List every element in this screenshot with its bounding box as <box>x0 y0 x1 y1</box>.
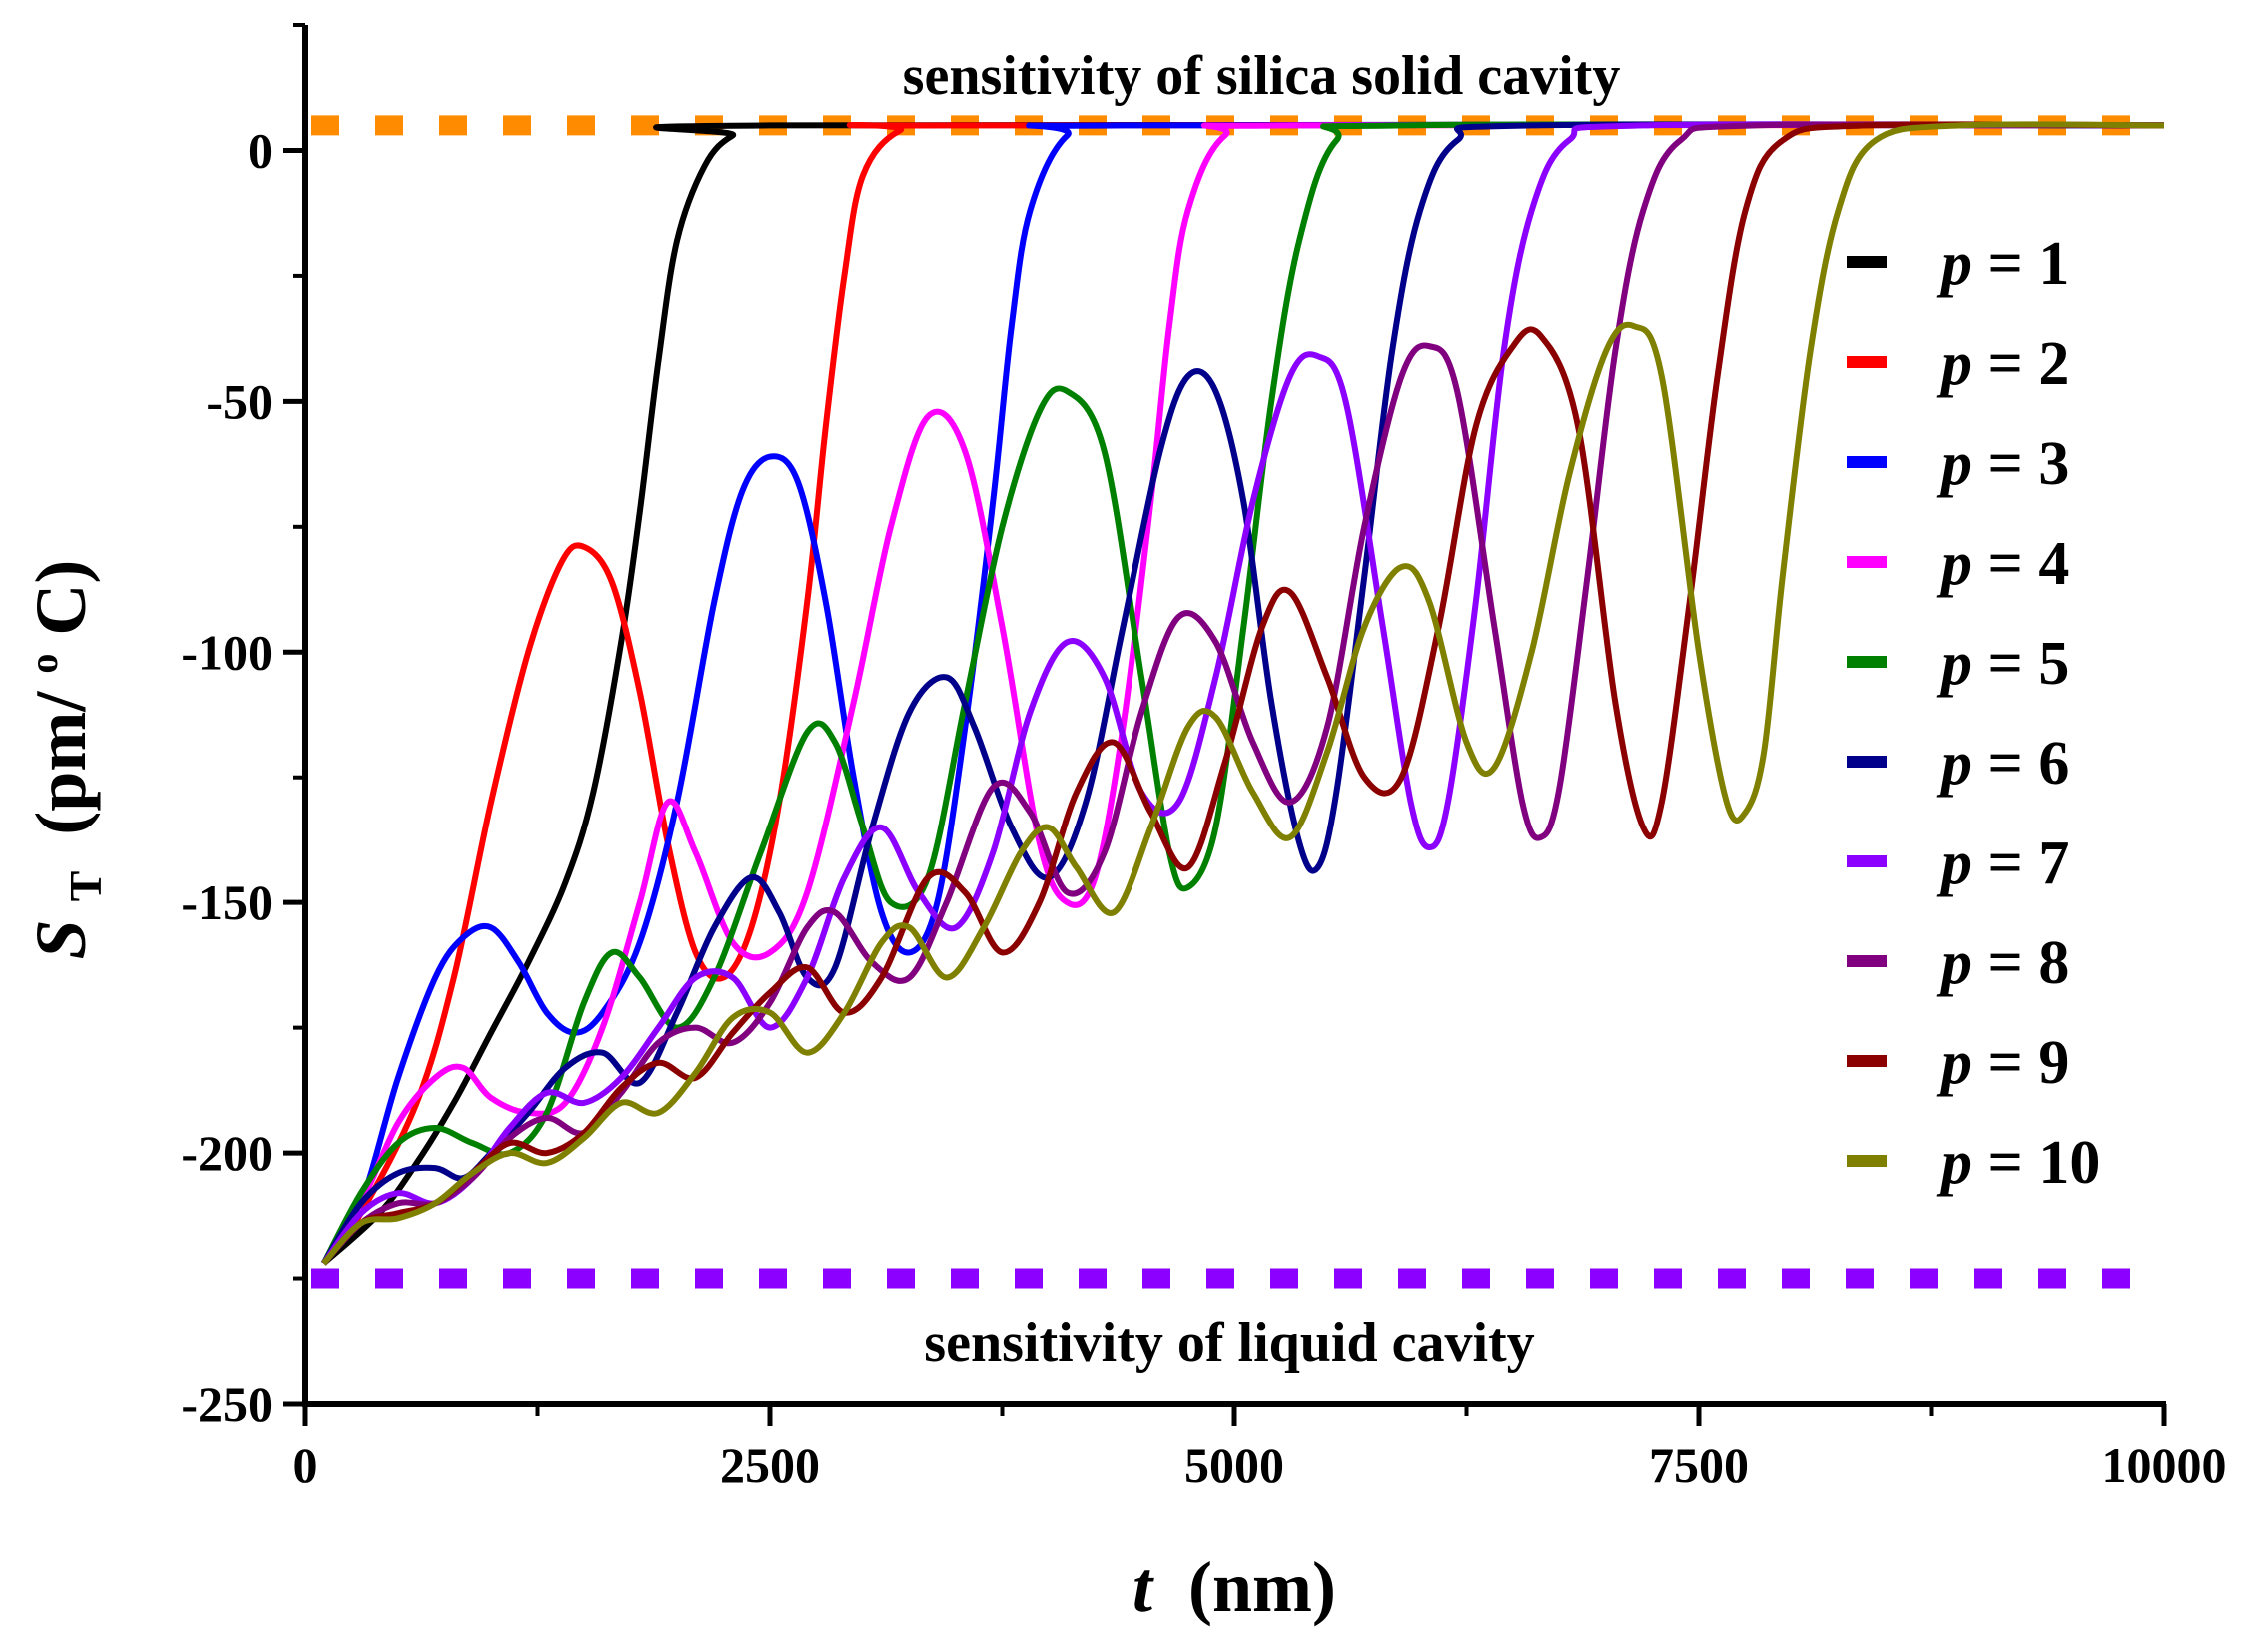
axes: 0 2500 5000 7500 10000 0 -50 -100 -150 -200 -250 <box>181 23 2227 1493</box>
y-axis-unit: (pm/ <box>21 691 101 835</box>
reference-label-liquid: sensitivity of liquid cavity <box>924 1312 1534 1374</box>
legend-label-p4: p = 4 <box>1936 530 2069 598</box>
legend-label-p2: p = 2 <box>1936 330 2069 398</box>
legend-label-p10: p = 10 <box>1936 1129 2100 1197</box>
series-line-p4 <box>321 121 2164 1266</box>
y-axis-unit-end: C) <box>21 560 101 636</box>
y-tick-label: -100 <box>181 624 273 680</box>
legend-label-p5: p = 5 <box>1936 630 2069 698</box>
y-tick-label: 0 <box>248 122 273 178</box>
x-tick-label: 5000 <box>1184 1437 1284 1493</box>
y-tick-label: -250 <box>181 1376 273 1432</box>
reference-label-silica: sensitivity of silica solid cavity <box>903 45 1621 107</box>
y-tick-label: -150 <box>181 874 273 930</box>
series-line-p2 <box>321 122 2164 1266</box>
legend-label-p6: p = 6 <box>1936 730 2069 798</box>
legend-label-p9: p = 9 <box>1936 1029 2069 1097</box>
x-axis-title: t (nm) <box>1132 1547 1336 1627</box>
legend: p = 1 p = 2 p = 3 p = 4 p = 5 p = 6 p = 7 p = 8… <box>1847 230 2100 1197</box>
legend-label-p8: p = 8 <box>1936 929 2069 997</box>
x-tick-label: 7500 <box>1649 1437 1749 1493</box>
series-line-p5 <box>320 121 2164 1265</box>
series-line-p3 <box>321 121 2164 1266</box>
x-tick-label: 2500 <box>720 1437 820 1493</box>
legend-label-p3: p = 3 <box>1936 430 2069 498</box>
y-axis-sub: T <box>60 871 111 902</box>
x-axis-unit: (nm) <box>1188 1547 1336 1627</box>
legend-label-p7: p = 7 <box>1936 829 2069 897</box>
series-line-p10 <box>321 121 2164 1266</box>
series-layer <box>320 121 2164 1266</box>
y-tick-label: -200 <box>181 1125 273 1181</box>
y-axis-var: S <box>21 919 101 959</box>
x-axis-var: t <box>1132 1547 1154 1627</box>
y-ticks: 0 -50 -100 -150 -200 -250 <box>181 23 305 1432</box>
y-axis-title: S T (pm/ o C) <box>0 560 117 960</box>
x-ticks: 0 2500 5000 7500 10000 <box>293 1404 2227 1493</box>
y-axis-sup: o <box>21 654 66 674</box>
series-line-p6 <box>321 121 2164 1266</box>
y-tick-label: -50 <box>206 373 273 429</box>
legend-label-p1: p = 1 <box>1936 230 2069 298</box>
x-tick-label: 0 <box>293 1437 318 1493</box>
x-tick-label: 10000 <box>2102 1437 2227 1493</box>
